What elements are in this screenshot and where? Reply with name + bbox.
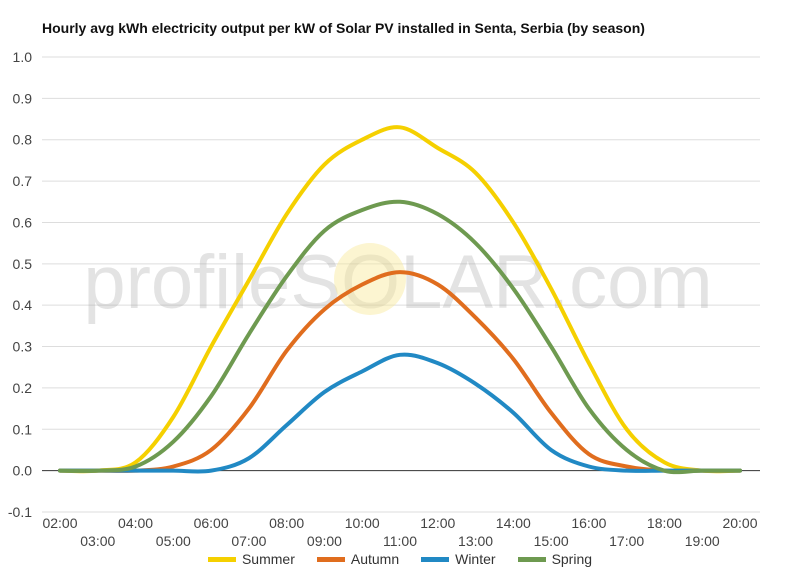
y-tick-label: -0.1: [8, 504, 32, 520]
x-tick-label: 02:00: [42, 515, 77, 531]
legend-label: Summer: [241, 551, 295, 567]
legend-swatch: [316, 556, 345, 562]
series-line-spring: [58, 199, 742, 475]
legend-item-summer[interactable]: Summer: [207, 549, 295, 569]
x-tick-label: 04:00: [118, 515, 153, 531]
legend: Summer Autumn Winter Spring: [0, 549, 800, 569]
x-tick-label: 14:00: [496, 515, 531, 531]
chart-title: Hourly avg kWh electricity output per kW…: [42, 20, 645, 36]
x-tick-label: 20:00: [722, 515, 757, 531]
x-tick-label: 06:00: [194, 515, 229, 531]
legend-item-winter[interactable]: Winter: [421, 549, 496, 569]
y-tick-label: 1.0: [13, 49, 33, 65]
y-tick-label: 0.2: [13, 380, 33, 396]
gridlines: [42, 56, 760, 513]
watermark: profileSOLAR.com: [83, 240, 712, 325]
legend-label: Spring: [551, 551, 593, 567]
y-tick-label: 0.4: [13, 297, 33, 313]
y-tick-label: 0.9: [13, 90, 33, 106]
y-tick-label: 0.3: [13, 339, 33, 355]
x-tick-label: 15:00: [534, 533, 569, 549]
legend-swatch: [421, 556, 450, 562]
x-tick-label: 16:00: [571, 515, 606, 531]
x-tick-label: 11:00: [383, 533, 417, 549]
legend-item-autumn[interactable]: Autumn: [316, 549, 400, 569]
y-tick-label: 0.7: [13, 173, 33, 189]
y-tick-label: 0.0: [13, 463, 33, 479]
x-tick-label: 09:00: [307, 533, 342, 549]
x-tick-label: 08:00: [269, 515, 304, 531]
y-tick-label: 0.1: [13, 421, 33, 437]
series-lines: [58, 125, 742, 475]
legend-swatch: [517, 556, 546, 562]
legend-label: Winter: [455, 551, 496, 567]
x-tick-label: 05:00: [156, 533, 191, 549]
series-line-winter: [58, 352, 742, 474]
y-tick-label: 0.8: [13, 132, 33, 148]
x-tick-label: 13:00: [458, 533, 493, 549]
x-tick-label: 12:00: [420, 515, 455, 531]
legend-label: Autumn: [350, 551, 400, 567]
x-tick-label: 18:00: [647, 515, 682, 531]
legend-swatch: [207, 556, 236, 562]
x-tick-label: 03:00: [80, 533, 115, 549]
y-tick-label: 0.6: [13, 214, 33, 230]
x-tick-label: 19:00: [685, 533, 720, 549]
y-tick-label: 0.5: [13, 256, 33, 272]
series-line-summer: [58, 125, 742, 474]
axes: -0.1 0.0 0.1 0.2 0.3 0.4 0.5 0.6 0.7 0.8 0.9 1.0 02:…: [8, 49, 760, 549]
x-tick-label: 07:00: [231, 533, 266, 549]
series-line-autumn: [58, 270, 742, 473]
x-tick-label: 10:00: [345, 515, 380, 531]
legend-item-spring[interactable]: Spring: [517, 549, 593, 569]
x-tick-label: 17:00: [609, 533, 644, 549]
